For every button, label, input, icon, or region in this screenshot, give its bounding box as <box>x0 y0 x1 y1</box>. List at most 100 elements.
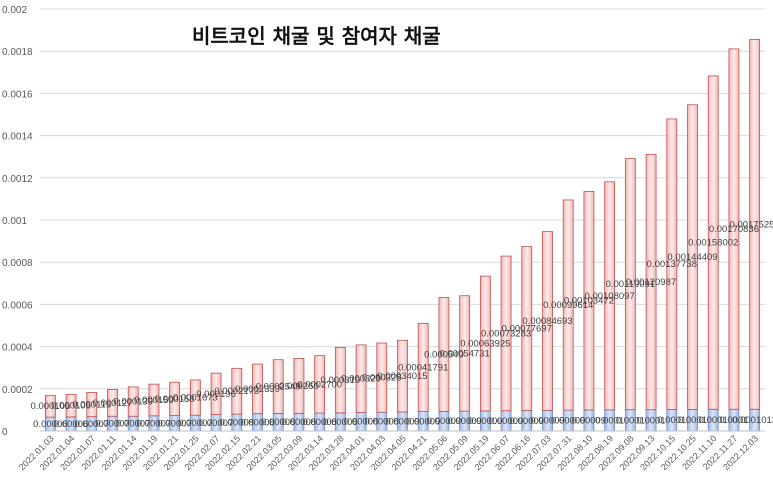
data-label-bitcoin: 0.00144409 <box>667 252 717 263</box>
data-label-participant: 0.00009 <box>427 416 461 427</box>
bar-bitcoin <box>624 158 636 411</box>
data-label-participant: 0.0001 <box>595 415 624 426</box>
y-tick-label: 0.0014 <box>2 132 33 143</box>
bar-bitcoin <box>583 191 595 411</box>
data-label-participant: 0.0001 <box>678 415 707 426</box>
bar-bitcoin <box>127 386 139 417</box>
data-label-bitcoin: 0.000103 <box>31 401 71 412</box>
bar-bitcoin <box>521 246 533 411</box>
data-label-bitcoin: 0.00099614 <box>543 300 593 311</box>
data-label-participant: 0.00007 <box>157 418 191 429</box>
data-label-bitcoin: 0.00034015 <box>377 371 427 382</box>
data-label-bitcoin: 0.0002549 <box>256 382 301 393</box>
bar-bitcoin <box>252 363 263 415</box>
data-label-participant: 0.00007 <box>199 418 233 429</box>
bar-bitcoin <box>645 153 657 411</box>
data-label-bitcoin: 0.00158002 <box>688 238 738 249</box>
data-label-bitcoin: 0.00103472 <box>564 296 614 307</box>
data-label-participant: 0.00009 <box>447 416 481 427</box>
bar-bitcoin <box>65 394 77 418</box>
data-label-participant: 0.0001013 <box>732 415 773 426</box>
data-label-bitcoin: 0.00084693 <box>522 316 572 327</box>
data-label-participant: 0.00007 <box>137 418 171 429</box>
bar-bitcoin <box>355 344 367 413</box>
chart-title: 비트코인 채굴 및 참여자 채굴 <box>192 24 441 48</box>
bar-bitcoin <box>231 367 243 415</box>
data-label-bitcoin: 0.00120987 <box>626 277 676 288</box>
data-label-participant: 0.0001 <box>699 415 728 426</box>
bar-bitcoin <box>293 358 305 414</box>
bar-bitcoin <box>417 322 429 412</box>
data-label-bitcoin: 0.000540 <box>424 349 464 360</box>
data-label-participant: 0.00008 <box>282 417 316 428</box>
data-label-participant: 0.00008 <box>365 417 399 428</box>
y-tick-label: 0.0002 <box>2 385 33 396</box>
data-label-bitcoin: 0.000260 <box>279 381 319 392</box>
data-label-bitcoin: 0.0002173 <box>214 386 259 397</box>
data-label-participant: 0.00007 <box>178 418 212 429</box>
data-label-participant: 0.00008 <box>344 417 378 428</box>
data-label-bitcoin: 0.00041791 <box>398 362 448 373</box>
data-label-bitcoin: 0.00063925 <box>460 339 510 350</box>
data-label-participant: 0.00009 <box>385 417 419 428</box>
data-label-participant: 0.00009 <box>530 416 564 427</box>
bar-bitcoin <box>210 372 222 415</box>
bar-bitcoin <box>479 275 491 412</box>
data-label-bitcoin: 0.000127 <box>93 398 133 409</box>
bar-bitcoin <box>749 38 761 410</box>
data-label-participant: 0.0001 <box>637 415 666 426</box>
data-label-participant: 0.00008 <box>302 417 336 428</box>
data-label-bitcoin: 0.000139 <box>113 397 153 408</box>
data-label-bitcoin: 0.00175253 <box>730 219 773 230</box>
data-label-bitcoin: 0.00119091 <box>606 279 656 290</box>
bar-bitcoin <box>562 199 574 411</box>
bar-bitcoin <box>604 181 616 411</box>
bar-bitcoin <box>687 104 698 410</box>
x-axis: 2022.01.032022.01.042022.01.072022.01.11… <box>17 430 765 472</box>
y-tick-label: 0.0016 <box>2 89 33 100</box>
bar-bitcoin <box>542 231 553 411</box>
data-label-participant: 0.00008 <box>240 417 274 428</box>
data-label-bitcoin: 0.000310 <box>321 375 361 386</box>
bar-bitcoin <box>314 355 326 414</box>
data-label-bitcoin: 0.0002700 <box>297 379 342 390</box>
data-label-bitcoin: 0.000150 <box>134 395 174 406</box>
bar-bitcoin <box>169 381 181 416</box>
data-label-participant: 0.00009 <box>572 415 606 426</box>
data-label-participant: 0.00009 <box>510 416 544 427</box>
bar-bitcoin <box>272 359 284 414</box>
data-label-participant: 0.00008 <box>323 417 357 428</box>
data-label-bitcoin: 0.00077697 <box>502 324 552 335</box>
y-tick-label: 0.001 <box>2 216 27 227</box>
bar-bitcoin <box>438 297 450 412</box>
bar-bitcoin <box>707 75 719 410</box>
data-label-bitcoin: 0.000196 <box>196 389 236 400</box>
bar-bitcoin <box>107 389 118 417</box>
y-tick-label: 0.0018 <box>2 47 33 58</box>
data-label-bitcoin: 0.00170836 <box>709 224 759 235</box>
data-labels: 0.0001030.000060.0001060.000060.0001150.… <box>31 219 773 430</box>
data-label-bitcoin: 0.000106 <box>51 401 91 412</box>
bar-bitcoin <box>148 383 160 417</box>
data-label-participant: 0.0001 <box>657 415 686 426</box>
bar-bitcoin <box>86 391 98 418</box>
data-label-bitcoin: 0.000115 <box>72 400 111 411</box>
bar-bitcoin <box>666 118 678 410</box>
data-label-participant: 0.00008 <box>261 417 295 428</box>
bar-bitcoin <box>397 339 408 413</box>
data-label-participant: 0.00007 <box>75 419 109 430</box>
bars <box>44 38 761 432</box>
bar-bitcoin <box>44 394 56 418</box>
y-tick-label: 0.002 <box>2 5 27 16</box>
bar-bitcoin <box>189 379 201 416</box>
data-label-bitcoin: 0.00137738 <box>647 259 697 270</box>
bar-bitcoin <box>376 342 388 413</box>
data-label-bitcoin: 0.000158 <box>155 394 195 405</box>
data-label-participant: 0.00009 <box>551 416 585 427</box>
y-tick-label: 0.0004 <box>2 343 33 354</box>
bar-bitcoin <box>334 347 346 414</box>
data-label-participant: 0.00007 <box>116 419 150 430</box>
data-label-bitcoin: 0.000328 <box>362 373 402 384</box>
data-label-bitcoin: 0.00054731 <box>440 348 490 359</box>
data-label-participant: 0.00009 <box>468 416 502 427</box>
